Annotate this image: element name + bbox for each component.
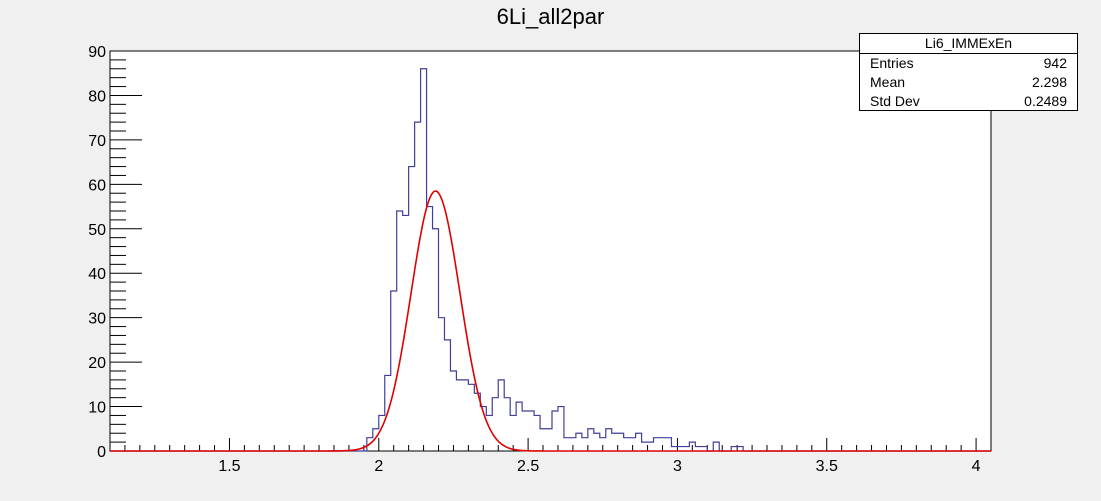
stats-value: 0.2489 xyxy=(1024,93,1067,109)
gaussian-fit-curve xyxy=(110,190,991,452)
stats-row-entries: Entries 942 xyxy=(860,54,1077,73)
y-tick-label: 70 xyxy=(88,133,106,150)
x-tick-label: 4 xyxy=(972,458,981,475)
stats-value: 942 xyxy=(1043,55,1067,71)
x-tick-label: 3.5 xyxy=(816,458,838,475)
y-tick-label: 90 xyxy=(88,44,106,61)
x-tick-label: 2 xyxy=(374,458,383,475)
y-tick-label: 0 xyxy=(97,444,106,461)
stats-box: Li6_IMMExEn Entries 942 Mean 2.298 Std D… xyxy=(859,33,1078,111)
y-tick-label: 20 xyxy=(88,355,106,372)
x-axis: 1.5 2 2.5 3 3.5 4 xyxy=(124,438,992,475)
x-tick-label: 1.5 xyxy=(218,458,240,475)
stats-label: Entries xyxy=(870,55,914,71)
y-tick-label: 60 xyxy=(88,177,106,194)
chart-title: 6Li_all2par xyxy=(496,4,605,29)
histogram-line xyxy=(110,68,991,452)
y-tick-label: 50 xyxy=(88,222,106,239)
x-tick-label: 3 xyxy=(673,458,682,475)
x-tick-label: 2.5 xyxy=(517,458,539,475)
y-tick-label: 40 xyxy=(88,266,106,283)
stats-row-std-dev: Std Dev 0.2489 xyxy=(860,92,1077,111)
y-tick-label: 80 xyxy=(88,88,106,105)
y-axis: 0 10 20 30 40 50 60 70 80 90 xyxy=(88,44,142,461)
stats-label: Std Dev xyxy=(870,93,920,109)
y-tick-label: 30 xyxy=(88,311,106,328)
plot-frame xyxy=(109,50,992,452)
stats-row-mean: Mean 2.298 xyxy=(860,73,1077,92)
stats-label: Mean xyxy=(870,74,906,90)
stats-value: 2.298 xyxy=(1031,74,1067,90)
y-tick-label: 10 xyxy=(88,400,106,417)
stats-box-title: Li6_IMMExEn xyxy=(860,34,1077,54)
